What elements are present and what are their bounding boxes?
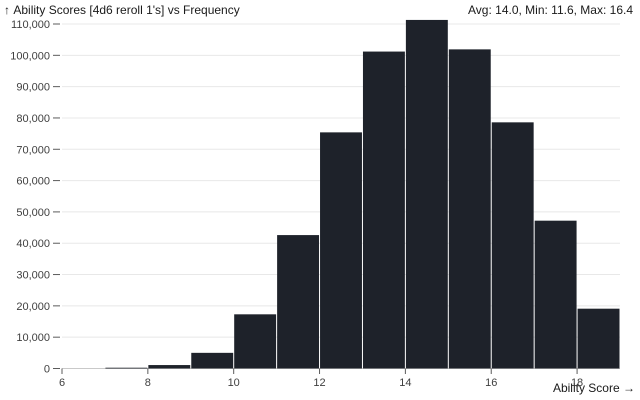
- x-axis-arrow-icon: →: [623, 381, 635, 395]
- x-axis-label: Ability Score →: [553, 381, 635, 395]
- x-tick-label: 6: [59, 377, 65, 389]
- histogram-bar: [405, 19, 448, 369]
- y-tick-label: 100,000: [10, 50, 50, 62]
- x-axis-label-text: Ability Score: [552, 381, 620, 395]
- histogram-bar: [534, 220, 577, 369]
- chart-title-text: Ability Scores [4d6 reroll 1's] vs Frequ…: [13, 3, 240, 17]
- histogram-bar: [148, 365, 191, 369]
- x-tick-label: 16: [485, 377, 497, 389]
- x-tick-label: 18: [571, 377, 583, 389]
- y-tick-label: 60,000: [16, 176, 50, 188]
- x-tick-label: 12: [313, 377, 325, 389]
- y-tick-label: 80,000: [16, 113, 50, 125]
- histogram-bar: [448, 49, 491, 369]
- y-tick-label: 40,000: [16, 238, 50, 250]
- y-tick-label: 110,000: [11, 19, 50, 31]
- histogram-bar: [191, 352, 234, 369]
- y-tick-label: 10,000: [16, 332, 50, 344]
- x-tick-label: 14: [399, 377, 411, 389]
- y-tick-label: 0: [44, 364, 50, 376]
- y-tick-label: 30,000: [16, 270, 50, 282]
- histogram-bar: [105, 367, 148, 369]
- histogram-bar: [277, 235, 320, 369]
- y-axis-arrow-icon: ↑: [4, 3, 10, 17]
- x-tick-label: 8: [145, 377, 151, 389]
- stats-summary: Avg: 14.0, Min: 11.6, Max: 16.4: [468, 3, 633, 17]
- chart-title: ↑ Ability Scores [4d6 reroll 1's] vs Fre…: [4, 3, 240, 17]
- y-tick-label: 90,000: [16, 82, 50, 94]
- x-tick-label: 10: [228, 377, 240, 389]
- histogram-bar: [362, 51, 405, 369]
- histogram-bar: [577, 308, 620, 369]
- y-tick-label: 50,000: [16, 207, 50, 219]
- histogram-bar: [320, 132, 362, 369]
- y-tick-label: 70,000: [16, 144, 50, 156]
- histogram-bar: [234, 314, 277, 369]
- histogram-bar: [491, 122, 534, 369]
- y-tick-label: 20,000: [16, 301, 50, 313]
